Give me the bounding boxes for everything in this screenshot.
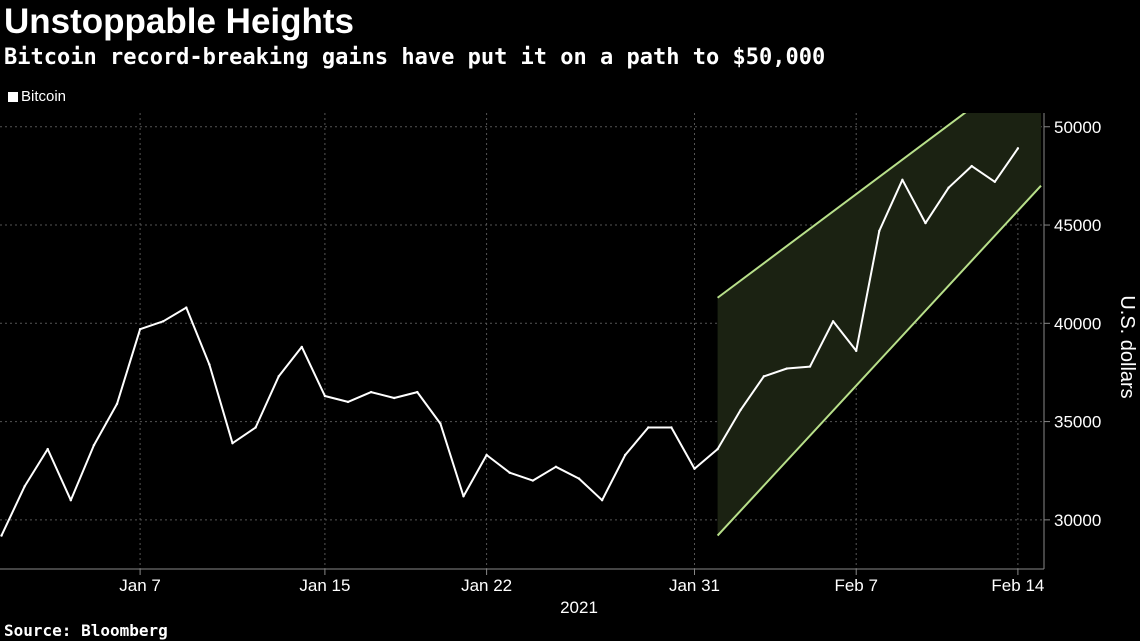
data-point-2021-01-09 [185,306,188,309]
legend: Bitcoin [8,88,66,105]
data-point-2021-01-15 [323,394,327,398]
data-point-2021-01-22 [485,453,488,457]
data-point-2021-01-17 [369,390,373,394]
data-point-2021-02-14 [1016,147,1020,150]
y-tick-label-30000: 30000 [1054,511,1101,530]
data-point-2021-02-12 [970,164,973,168]
data-point-2021-01-31 [693,467,696,470]
x-tick-label-Jan-22: Jan 22 [461,576,512,595]
data-point-2021-01-26 [577,477,581,480]
series-layer [0,147,1020,537]
data-point-2021-01-02 [23,485,26,488]
data-point-2021-01-16 [346,400,350,404]
x-tick-label-Jan-15: Jan 15 [299,576,350,595]
data-point-2021-01-01 [0,534,3,537]
data-point-2021-02-07 [855,349,858,353]
source-note: Source: Bloomberg [4,621,168,640]
data-point-2021-02-10 [924,221,927,225]
chart-subtitle: Bitcoin record-breaking gains have put i… [4,45,826,70]
x-tick-label-Feb-7: Feb 7 [834,576,877,595]
data-point-2021-01-29 [647,426,650,429]
data-point-2021-01-03 [46,447,49,451]
data-point-2021-02-02 [739,408,742,411]
channel-upper-line [717,113,967,299]
data-point-2021-01-13 [277,375,280,378]
data-point-2021-01-28 [624,453,627,457]
data-point-2021-01-05 [92,443,96,447]
data-point-2021-02-03 [762,375,765,378]
data-point-2021-01-08 [162,320,165,323]
y-tick-label-45000: 45000 [1054,216,1101,235]
data-point-2021-01-11 [231,442,234,445]
y-tick-label-50000: 50000 [1054,118,1101,137]
data-point-2021-01-19 [416,390,419,394]
data-point-2021-01-06 [115,402,119,406]
trend-channel [716,113,1042,537]
data-point-2021-01-27 [600,499,604,502]
x-tick-label-Jan-31: Jan 31 [669,576,720,595]
data-point-2021-01-14 [300,345,303,349]
data-point-2021-01-10 [208,363,211,366]
data-point-2021-02-13 [993,180,996,183]
data-point-2021-01-25 [554,465,558,468]
x-tick-label-Jan-7: Jan 7 [119,576,161,595]
channel-fill [717,113,1041,536]
y-tick-label-35000: 35000 [1054,413,1101,432]
data-point-2021-01-24 [531,479,534,482]
data-point-2021-01-07 [138,328,142,331]
data-point-2021-02-05 [808,365,812,368]
data-point-2021-01-30 [670,426,673,429]
data-point-2021-01-21 [462,495,465,498]
data-point-2021-01-04 [69,499,73,502]
data-point-2021-02-08 [878,229,881,233]
x-year-label: 2021 [560,598,598,617]
data-point-2021-01-12 [254,426,257,429]
data-point-2021-01-18 [393,396,396,400]
data-point-2021-02-01 [716,447,719,451]
channel-lower-line [716,185,1042,537]
data-point-2021-02-04 [785,367,789,370]
y-tick-label-40000: 40000 [1054,314,1101,333]
legend-swatch [8,91,18,102]
legend-label-bitcoin: Bitcoin [21,88,67,105]
data-point-2021-01-23 [508,471,511,474]
data-point-2021-01-20 [439,422,442,425]
axes: 30000 35000 40000 45000 50000 Jan 7 Jan 15 Jan … [0,113,1101,617]
y-axis-label: U.S. dollars [1116,295,1138,399]
data-point-2021-02-11 [947,186,950,189]
data-point-2021-02-06 [831,320,835,323]
x-tick-label-Feb-14: Feb 14 [991,576,1044,595]
chart-title: Unstoppable Heights [4,2,355,41]
data-point-2021-02-09 [901,178,904,182]
